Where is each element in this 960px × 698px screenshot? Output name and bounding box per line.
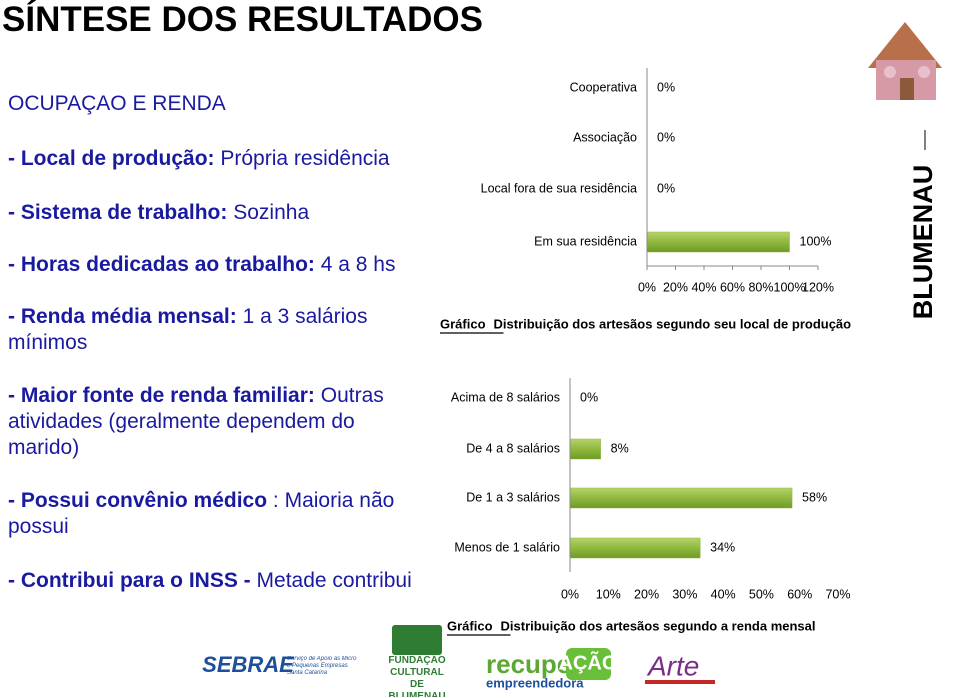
- category-label: Acima de 8 salários: [451, 390, 560, 404]
- item-value: : Maioria não possui: [8, 489, 395, 538]
- item: - Possui convênio médico : Maioria não p…: [8, 488, 418, 540]
- logo-fundacao: FUNDAÇÃO CULTURAL DE BLUMENAU: [388, 625, 446, 697]
- item: - Sistema de trabalho: Sozinha: [8, 200, 418, 226]
- x-tick-label: 20%: [663, 280, 688, 294]
- category-label: Associação: [573, 130, 637, 144]
- item-label: - Possui convênio médico: [8, 489, 268, 512]
- side-label: BLUMENAU: [908, 165, 938, 320]
- value-label: 0%: [657, 80, 675, 94]
- item: - Local de produção: Própria residência: [8, 146, 418, 172]
- x-tick-label: 10%: [596, 587, 621, 601]
- item: - Renda média mensal: 1 a 3 salários mín…: [8, 304, 418, 356]
- category-label: Menos de 1 salário: [454, 540, 560, 554]
- item-value: 1 a 3 salários mínimos: [8, 305, 368, 354]
- x-tick-label: 30%: [672, 587, 697, 601]
- value-label: 0%: [657, 181, 675, 195]
- x-tick-label: 120%: [802, 280, 834, 294]
- category-label: Em sua residência: [534, 234, 637, 248]
- item: - Maior fonte de renda familiar: Outras …: [8, 383, 418, 461]
- x-tick-label: 0%: [561, 587, 579, 601]
- value-label: 8%: [611, 441, 629, 455]
- x-tick-label: 50%: [749, 587, 774, 601]
- value-label: 58%: [802, 490, 827, 504]
- item-label: - Local de produção:: [8, 147, 215, 170]
- x-tick-label: 70%: [825, 587, 850, 601]
- x-tick-label: 20%: [634, 587, 659, 601]
- item-label: - Renda média mensal:: [8, 305, 237, 328]
- x-tick-label: 60%: [720, 280, 745, 294]
- item-value: Metade contribui: [256, 569, 412, 592]
- section-title: OCUPAÇAO E RENDA: [8, 92, 226, 115]
- x-tick-label: 100%: [774, 280, 806, 294]
- item-value: Própria residência: [220, 147, 390, 170]
- value-label: 100%: [800, 234, 832, 248]
- x-tick-label: 80%: [748, 280, 773, 294]
- bar: [569, 537, 701, 559]
- x-tick-label: 60%: [787, 587, 812, 601]
- x-tick-label: 40%: [711, 587, 736, 601]
- logo-text: recuper: [486, 649, 581, 679]
- item-label: - Sistema de trabalho:: [8, 201, 228, 224]
- house-icon: [868, 22, 942, 100]
- category-label: De 1 a 3 salários: [466, 490, 560, 504]
- bar: [569, 438, 601, 460]
- item-label: - Contribui para o INSS -: [8, 569, 251, 592]
- item-value: 4 a 8 hs: [320, 253, 396, 276]
- category-label: De 4 a 8 salários: [466, 441, 560, 455]
- item: - Horas dedicadas ao trabalho: 4 a 8 hs: [8, 252, 418, 278]
- logo-text: SEBRAE: [202, 652, 295, 677]
- logo-text: Arte: [646, 650, 699, 681]
- x-tick-label: 40%: [691, 280, 716, 294]
- logo-sebrae: SEBRAE Serviço de Apoio às Micro e Peque…: [202, 652, 357, 678]
- chart-title: Distribuição dos artesãos segundo seu lo…: [494, 316, 852, 331]
- value-label: 0%: [580, 390, 598, 404]
- bar: [646, 231, 790, 253]
- item-value: Outras atividades (geralmente dependem d…: [8, 384, 384, 459]
- value-label: 0%: [657, 130, 675, 144]
- category-label: Cooperativa: [570, 80, 637, 94]
- chart-title-prefix: Gráfico: [440, 316, 486, 331]
- logo-text: Serviço de Apoio às Micro e Pequenas Emp…: [287, 656, 357, 676]
- item-label: - Maior fonte de renda familiar:: [8, 384, 315, 407]
- logo-arte: Arte: [645, 650, 715, 684]
- chart-title: Distribuição dos artesãos segundo a rend…: [501, 618, 816, 633]
- item: - Contribui para o INSS - Metade contrib…: [8, 568, 418, 594]
- logo-recuperacao: recuper AÇÃO empreendedora: [486, 648, 617, 690]
- logo-text: FUNDAÇÃO CULTURAL DE BLUMENAU: [388, 655, 446, 697]
- logo-text: empreendedora: [486, 675, 584, 690]
- x-tick-label: 0%: [638, 280, 656, 294]
- category-label: Local fora de sua residência: [481, 181, 637, 195]
- chart-title-prefix: Gráfico: [447, 618, 493, 633]
- value-label: 34%: [710, 540, 735, 554]
- slide-title: SÍNTESE DOS RESULTADOS: [2, 0, 483, 39]
- item-label: - Horas dedicadas ao trabalho:: [8, 253, 315, 276]
- bar: [569, 487, 793, 509]
- item-value: Sozinha: [233, 201, 310, 224]
- logo-text: AÇÃO: [559, 651, 618, 674]
